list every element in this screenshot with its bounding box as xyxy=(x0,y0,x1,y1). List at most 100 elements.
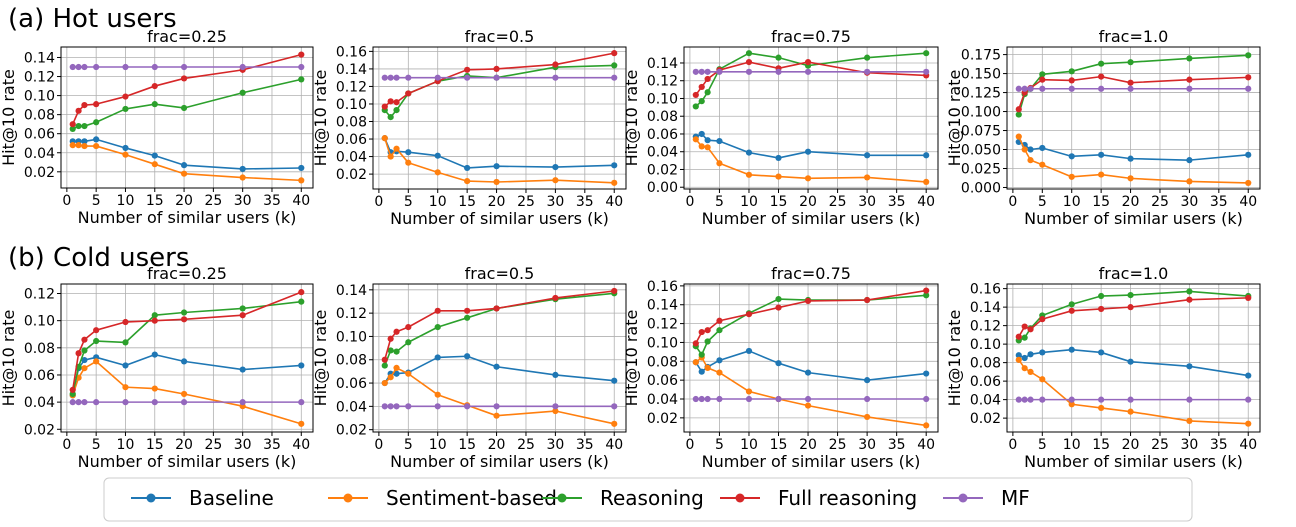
data-point-baseline xyxy=(611,162,618,169)
data-point-full-reasoning xyxy=(180,316,188,323)
y-axis-label: Hit@10 rate xyxy=(0,310,18,407)
data-point-mf xyxy=(1021,396,1028,403)
data-point-baseline xyxy=(716,357,723,364)
data-point-full-reasoning xyxy=(1245,74,1252,81)
data-point-reasoning xyxy=(122,339,129,346)
plot-frame xyxy=(372,46,627,190)
data-point-sentiment-based xyxy=(239,174,246,181)
data-point-full-reasoning xyxy=(122,318,129,326)
data-point-baseline xyxy=(1021,354,1028,362)
data-point-full-reasoning xyxy=(1186,296,1193,303)
data-point-sentiment-based xyxy=(1015,356,1022,363)
y-tick-label: 0.075 xyxy=(961,124,1001,140)
section-title-hot-users: (a) Hot users xyxy=(8,4,177,34)
data-point-reasoning xyxy=(1021,334,1028,341)
data-point-full-reasoning xyxy=(405,90,412,97)
x-tick-label: 5 xyxy=(92,193,101,209)
data-point-mf xyxy=(493,74,500,81)
data-point-mf xyxy=(804,68,812,75)
x-tick-label: 5 xyxy=(404,437,413,453)
x-tick-label: 25 xyxy=(1151,194,1169,210)
data-point-baseline xyxy=(1186,157,1193,164)
y-tick-label: 0.02 xyxy=(970,411,1001,427)
chart-cold-frac-0-75: 0 5 10 15 20 25 30 35 40 0.02 0.04 0.06 0.08 0.10 0.12… xyxy=(622,264,939,471)
data-point-mf xyxy=(381,403,388,410)
data-point-sentiment-based xyxy=(692,359,699,366)
x-tick-label: 20 xyxy=(488,194,506,210)
data-point-sentiment-based xyxy=(1027,368,1034,375)
data-point-sentiment-based xyxy=(1039,161,1046,168)
y-tick-label: 0.10 xyxy=(24,89,55,105)
x-tick-label: 20 xyxy=(175,193,193,209)
data-point-reasoning xyxy=(1015,111,1022,118)
data-point-mf xyxy=(1039,85,1046,92)
y-tick-label: 0.02 xyxy=(24,422,55,438)
data-point-full-reasoning xyxy=(381,103,388,110)
data-point-reasoning xyxy=(464,314,471,321)
data-point-sentiment-based xyxy=(1127,175,1134,182)
data-point-baseline xyxy=(704,137,711,144)
data-point-mf xyxy=(716,395,723,403)
x-tick-label: 15 xyxy=(1092,437,1110,453)
legend-marker-baseline xyxy=(146,493,156,503)
data-point-baseline xyxy=(804,369,812,376)
data-point-full-reasoning xyxy=(151,317,158,324)
y-tick-label: 0.08 xyxy=(336,353,367,369)
y-tick-label: 0.08 xyxy=(24,108,55,124)
data-point-mf xyxy=(698,395,705,403)
data-point-reasoning xyxy=(698,351,705,358)
data-point-mf xyxy=(434,74,441,81)
data-point-reasoning xyxy=(704,89,711,96)
data-point-baseline xyxy=(1127,155,1134,162)
series-line-baseline xyxy=(1018,141,1249,161)
data-point-mf xyxy=(1015,85,1022,92)
series-line-sentiment-based xyxy=(384,137,615,184)
series-line-full-reasoning xyxy=(1018,297,1249,338)
data-point-mf xyxy=(122,399,129,406)
data-point-baseline xyxy=(464,164,471,172)
y-tick-label: 0.10 xyxy=(647,91,678,107)
chart-title: frac=0.25 xyxy=(147,27,227,46)
y-tick-label: 0.12 xyxy=(336,79,367,95)
data-point-baseline xyxy=(239,165,246,173)
data-point-reasoning xyxy=(1098,292,1105,300)
data-point-baseline xyxy=(405,149,412,156)
data-point-baseline xyxy=(923,370,930,377)
x-tick-label: 40 xyxy=(605,437,623,453)
series-line-full-reasoning xyxy=(384,52,615,108)
data-point-sentiment-based xyxy=(69,142,76,149)
y-tick-label: 0.16 xyxy=(970,282,1001,298)
data-point-reasoning xyxy=(611,62,618,69)
data-point-full-reasoning xyxy=(692,91,699,99)
data-point-baseline xyxy=(493,363,500,370)
data-point-mf xyxy=(923,395,930,403)
data-point-full-reasoning xyxy=(493,65,500,73)
y-tick-label: 0.00 xyxy=(647,180,678,196)
data-point-full-reasoning xyxy=(1027,326,1034,333)
data-point-reasoning xyxy=(387,347,394,354)
data-point-baseline xyxy=(1015,352,1022,359)
y-tick-label: 0.08 xyxy=(647,109,678,125)
data-point-reasoning xyxy=(393,348,400,355)
data-point-baseline xyxy=(1039,144,1046,152)
x-tick-label: 35 xyxy=(1210,437,1228,453)
x-tick-label: 10 xyxy=(740,194,758,210)
x-tick-label: 30 xyxy=(1180,194,1198,210)
data-point-mf xyxy=(864,68,871,75)
data-point-mf xyxy=(704,395,711,403)
data-point-mf xyxy=(1039,396,1046,403)
data-point-mf xyxy=(75,63,82,71)
data-point-full-reasoning xyxy=(1015,106,1022,113)
y-tick-label: 0.02 xyxy=(647,162,678,178)
data-point-full-reasoning xyxy=(552,61,559,68)
y-tick-label: 0.06 xyxy=(336,376,367,392)
data-point-baseline xyxy=(698,368,705,375)
y-tick-label: 0.16 xyxy=(647,279,678,295)
data-point-sentiment-based xyxy=(151,161,158,168)
data-point-full-reasoning xyxy=(745,58,753,66)
data-point-full-reasoning xyxy=(381,356,388,363)
data-point-full-reasoning xyxy=(464,307,471,314)
data-point-full-reasoning xyxy=(387,98,394,105)
data-point-baseline xyxy=(552,371,559,378)
data-point-baseline xyxy=(298,362,305,369)
